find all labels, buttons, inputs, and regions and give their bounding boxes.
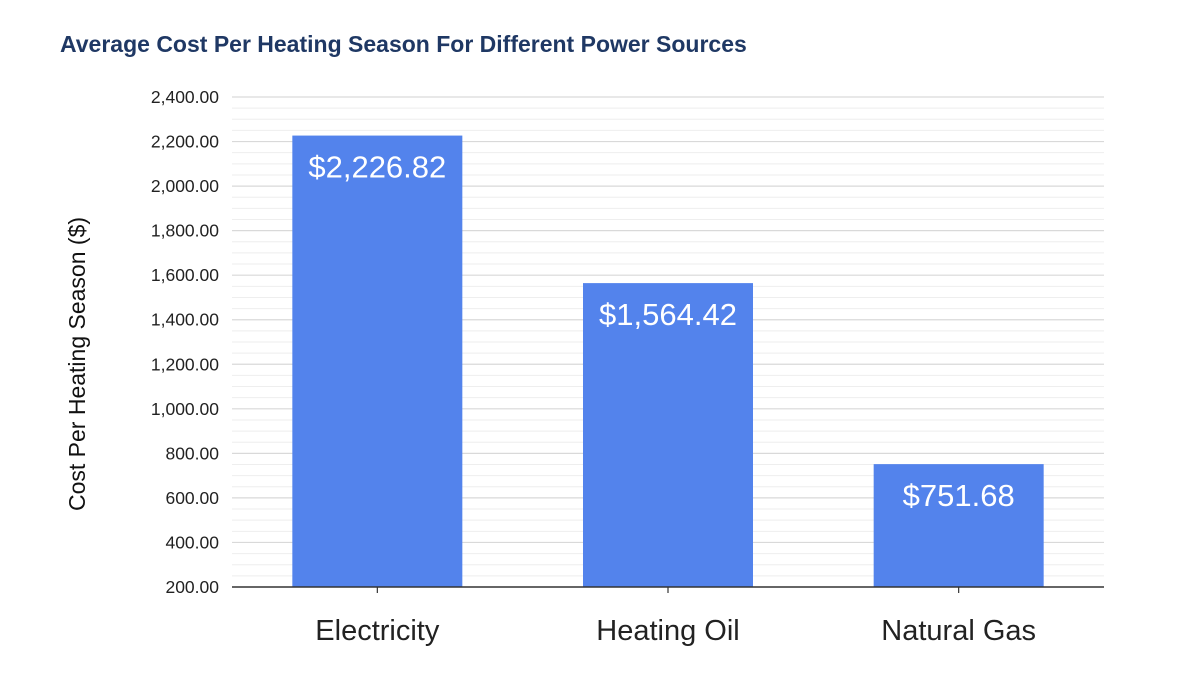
x-tick-label: Heating Oil	[596, 615, 739, 647]
bar-heating-oil	[583, 283, 753, 587]
y-tick-label: 600.00	[165, 488, 219, 508]
y-tick-label: 2,400.00	[151, 87, 219, 107]
x-axis: Electricity Heating Oil Natural Gas	[232, 586, 1104, 647]
x-tick-label: Electricity	[315, 615, 440, 647]
y-tick-label: 2,200.00	[151, 132, 219, 152]
y-tick-label: 1,400.00	[151, 310, 219, 330]
y-tick-label: 1,000.00	[151, 399, 219, 419]
data-label: $2,226.82	[308, 150, 446, 185]
y-axis-label: Cost Per Heating Season ($)	[64, 217, 90, 511]
y-tick-label: 200.00	[165, 577, 219, 597]
chart-title: Average Cost Per Heating Season For Diff…	[60, 31, 747, 57]
y-axis: 200.00 400.00 600.00 800.00 1,000.00 1,200.00…	[151, 87, 219, 597]
y-tick-label: 400.00	[165, 532, 219, 552]
data-label: $751.68	[903, 478, 1015, 513]
y-tick-label: 1,200.00	[151, 354, 219, 374]
y-tick-label: 1,600.00	[151, 265, 219, 285]
data-label: $1,564.42	[599, 297, 737, 332]
y-tick-label: 800.00	[165, 443, 219, 463]
bar-electricity	[292, 135, 463, 588]
bar-natural-gas	[873, 464, 1044, 587]
y-tick-label: 1,800.00	[151, 221, 219, 241]
y-tick-label: 2,000.00	[151, 176, 219, 196]
x-tick-label: Natural Gas	[881, 615, 1036, 647]
bars: $2,226.82 $1,564.42 $751.68	[292, 135, 1044, 588]
